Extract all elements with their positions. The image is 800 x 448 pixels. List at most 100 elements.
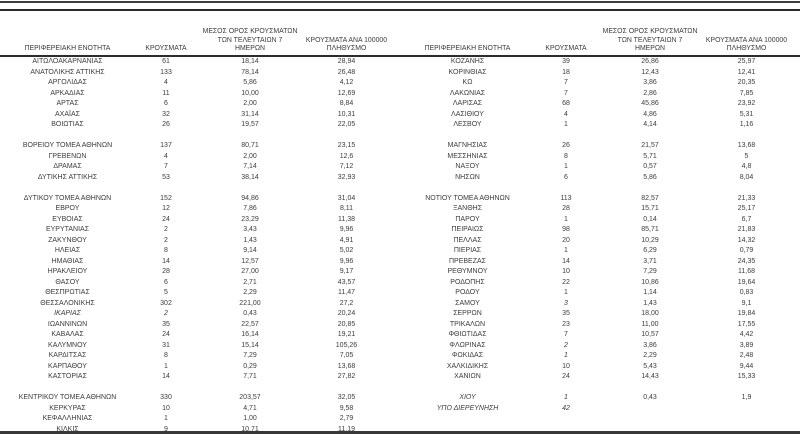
table-row: ΚΙΛΚΙΣ 9 10,71 11,19 (0, 425, 800, 436)
table-row: ΗΡΑΚΛΕΙΟΥ 28 27,00 9,17 ΡΕΘΥΜΝΟΥ 10 7,29 11,68 (0, 267, 800, 278)
region-cell: ΑΡΤΑΣ (56, 100, 79, 107)
spacer-cell (790, 162, 800, 173)
table-row: ΑΧΑΪΑΣ 32 31,14 10,31 ΛΑΣΙΘΙΟΥ 4 4,86 5,31 (0, 110, 800, 121)
spacer-cell (390, 215, 400, 226)
avg7-cell: 3,86 (643, 79, 657, 86)
spacer-cell (790, 330, 800, 341)
avg7-cell: 15,14 (241, 341, 259, 349)
table-row: ΗΛΕΙΑΣ 8 9,14 5,02 ΠΙΕΡΙΑΣ 1 6,29 0,79 (0, 246, 800, 257)
table-row: ΚΑΡΔΙΤΣΑΣ 8 7,29 7,05 ΦΩΚΙΔΑΣ 1 2,29 2,48 (0, 351, 800, 362)
avg7-cell (597, 404, 703, 415)
per100k-cell: 12,41 (737, 68, 756, 76)
per100k-cell: 15,33 (737, 373, 756, 380)
cases-cell: 22 (562, 278, 570, 286)
header-region-left: ΠΕΡΙΦΕΡΕΙΑΚΗ ΕΝΟΤΗΤΑ (0, 12, 135, 57)
cases-cell: 1 (564, 247, 568, 254)
per100k-cell: 21,83 (737, 226, 756, 233)
header-cases-right: ΚΡΟΥΣΜΑΤΑ (535, 12, 597, 57)
per100k-cell: 4,42 (739, 331, 754, 338)
spacer-cell (390, 320, 400, 331)
table-row: ΔΥΤΙΚΟΥ ΤΟΜΕΑ ΑΘΗΝΩΝ 152 94,86 31,04 ΝΟΤΙΟΥ … (0, 194, 800, 205)
region-cell: ΜΕΣΣΗΝΙΑΣ (447, 152, 488, 160)
spacer-cell (390, 141, 400, 152)
avg7-cell: 3,71 (643, 257, 657, 265)
avg7-cell: 10,57 (641, 331, 659, 338)
avg7-cell: 10,29 (641, 236, 659, 244)
avg7-cell: 10,86 (641, 278, 659, 286)
cases-cell: 11 (162, 89, 170, 97)
cases-cell: 5 (164, 289, 168, 296)
region-cell: ΦΩΚΙΔΑΣ (451, 352, 484, 359)
region-cell: ΘΕΣΠΡΩΤΙΑΣ (45, 289, 90, 296)
avg7-cell: 80,71 (241, 142, 259, 149)
table-row: ΔΡΑΜΑΣ 7 7,14 7,12 ΝΑΞΟΥ 1 0,57 4,8 (0, 162, 800, 173)
region-cell: ΝΑΞΟΥ (455, 163, 480, 170)
bottom-divider (0, 431, 800, 434)
per100k-cell: 27,2 (339, 299, 354, 307)
cases-cell: 3 (564, 299, 568, 307)
table-row: ΑΡΓΟΛΙΔΑΣ 4 5,86 4,12 ΚΩ 7 3,86 20,35 (0, 78, 800, 89)
region-cell (0, 183, 135, 194)
cases-cell: 133 (160, 68, 172, 76)
region-cell: ΚΑΣΤΟΡΙΑΣ (48, 373, 87, 380)
region-cell: ΜΑΓΝΗΣΙΑΣ (447, 142, 488, 149)
avg7-cell: 94,86 (241, 194, 259, 202)
avg7-cell: 5,43 (643, 362, 657, 370)
region-cell: ΠΑΡΟΥ (455, 215, 480, 223)
table-row: ΚΑΛΥΜΝΟΥ 31 15,14 105,26 ΦΛΩΡΙΝΑΣ 2 3,86 3,89 (0, 341, 800, 352)
spacer-cell (390, 120, 400, 131)
spacer-cell (390, 183, 400, 194)
per100k-cell: 24,35 (737, 257, 756, 265)
cases-cell: 1 (164, 415, 168, 422)
cases-cell (535, 414, 597, 425)
region-cell (0, 131, 135, 142)
spacer-cell (790, 414, 800, 425)
cases-cell: 26 (562, 142, 570, 149)
avg7-cell: 7,29 (243, 352, 257, 359)
region-cell: ΡΟΔΟΠΗΣ (450, 278, 485, 286)
spacer-cell (790, 89, 800, 100)
avg7-cell: 221,00 (239, 299, 261, 307)
cases-cell: 18 (562, 68, 570, 76)
spacer-cell (390, 372, 400, 383)
avg7-cell (597, 183, 703, 194)
table-row: ΘΕΣΣΑΛΟΝΙΚΗΣ 302 221,00 27,2 ΣΑΜΟΥ 3 1,43 9,1 (0, 299, 800, 310)
spacer-cell (790, 225, 800, 236)
cases-cell: 1 (564, 394, 568, 401)
avg7-cell (197, 383, 303, 394)
avg7-cell: 0,43 (643, 394, 657, 401)
cases-cell: 32 (162, 110, 170, 118)
cases-cell: 302 (160, 299, 172, 307)
per100k-cell: 17,55 (737, 320, 756, 328)
avg7-cell: 9,14 (243, 247, 257, 254)
table-row: ΙΚΑΡΙΑΣ 2 0,43 20,24 ΣΕΡΡΩΝ 35 18,00 19,84 (0, 309, 800, 320)
region-cell: ΤΡΙΚΑΛΩΝ (449, 320, 486, 328)
table-row: ΗΜΑΘΙΑΣ 14 12,57 9,96 ΠΡΕΒΕΖΑΣ 14 3,71 24,35 (0, 257, 800, 268)
table-row: ΕΥΒΟΙΑΣ 24 23,29 11,38 ΠΑΡΟΥ 1 0,14 6,7 (0, 215, 800, 226)
region-cell: ΛΕΣΒΟΥ (453, 121, 482, 128)
per100k-cell: 3,89 (739, 341, 754, 349)
per100k-cell: 13,68 (337, 362, 356, 370)
avg7-cell: 0,57 (643, 163, 657, 170)
cases-cell: 1 (564, 163, 568, 170)
region-cell: ΠΕΛΛΑΣ (453, 236, 482, 244)
table-header: ΠΕΡΙΦΕΡΕΙΑΚΗ ΕΝΟΤΗΤΑ ΚΡΟΥΣΜΑΤΑ ΜΕΣΟΣ ΟΡΟ… (0, 12, 800, 57)
header-cases-left: ΚΡΟΥΣΜΑΤΑ (135, 12, 197, 57)
spacer-cell (390, 393, 400, 404)
spacer-cell (390, 351, 400, 362)
spacer-cell (790, 120, 800, 131)
avg7-cell: 27,00 (241, 268, 259, 275)
avg7-cell: 2,86 (643, 89, 657, 97)
spacer-cell (790, 246, 800, 257)
region-cell (0, 383, 135, 394)
region-cell: ΚΩ (462, 79, 473, 86)
cases-cell: 14 (562, 257, 570, 265)
region-cell: ΕΥΒΟΙΑΣ (52, 215, 83, 223)
avg7-cell (597, 383, 703, 394)
cases-cell: 14 (162, 257, 170, 265)
cases-cell (135, 131, 197, 142)
cases-cell: 1 (564, 352, 568, 359)
per100k-cell: 31,04 (337, 194, 356, 202)
avg7-cell: 7,14 (243, 163, 257, 170)
per100k-cell: 5,31 (739, 110, 754, 118)
